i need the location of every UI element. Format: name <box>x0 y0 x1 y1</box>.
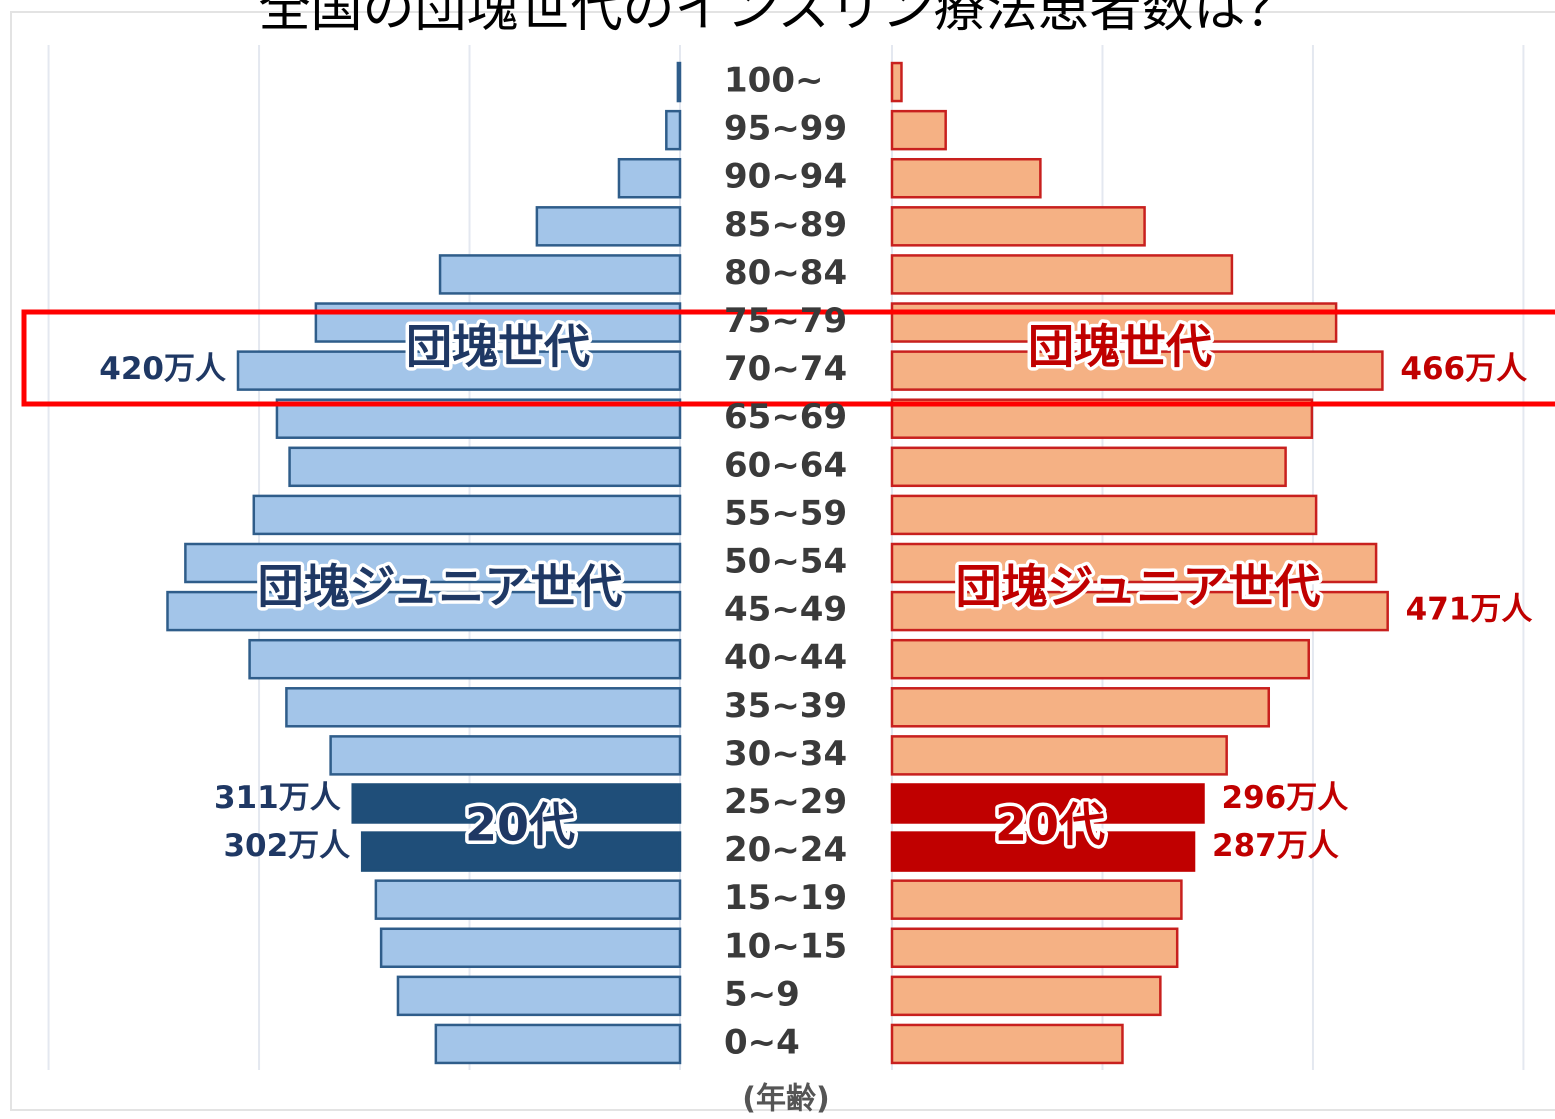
bar <box>535 206 682 247</box>
bar <box>890 494 1318 536</box>
bar <box>890 446 1287 488</box>
category-label: 50~54 <box>724 542 847 582</box>
bar <box>890 350 1384 391</box>
bar <box>676 61 682 103</box>
bar <box>890 542 1378 584</box>
category-label: 0~4 <box>724 1022 800 1062</box>
value-label: 296万人 <box>1222 780 1349 816</box>
bars <box>166 61 1389 1065</box>
bar <box>890 927 1179 969</box>
bar <box>890 735 1228 776</box>
bar <box>166 590 682 632</box>
value-label: 287万人 <box>1212 828 1339 864</box>
value-label: 471万人 <box>1406 592 1533 628</box>
value-label: 311万人 <box>214 780 341 816</box>
category-label: 100~ <box>724 61 823 101</box>
bar <box>890 61 903 103</box>
value-label: 302万人 <box>223 828 350 864</box>
x-axis-label: (年齢) <box>742 1082 829 1117</box>
annotation: 団塊世代 <box>1028 320 1212 374</box>
bar <box>374 879 682 920</box>
category-label: 20~24 <box>724 830 847 870</box>
bar <box>329 735 682 776</box>
bar <box>890 879 1183 920</box>
bar <box>248 638 682 680</box>
bar <box>288 446 682 488</box>
bar <box>890 687 1271 728</box>
category-label: 75~79 <box>724 301 847 341</box>
category-label: 55~59 <box>724 493 847 533</box>
bar <box>890 783 1205 824</box>
category-label: 30~34 <box>724 734 847 774</box>
category-label: 15~19 <box>724 878 847 918</box>
bar <box>890 638 1310 680</box>
annotation: 団塊ジュニア世代 <box>956 560 1321 614</box>
category-label: 35~39 <box>724 686 847 726</box>
category-label: 95~99 <box>724 109 847 149</box>
bar <box>890 975 1162 1017</box>
bar <box>184 542 682 584</box>
bar <box>665 109 682 151</box>
category-label: 65~69 <box>724 397 847 437</box>
category-label: 25~29 <box>724 782 847 822</box>
bar <box>285 687 682 728</box>
bar <box>890 1023 1124 1065</box>
bar <box>890 157 1042 199</box>
value-label: 420万人 <box>99 351 226 387</box>
annotation: 団塊ジュニア世代 <box>258 560 623 614</box>
category-label: 80~84 <box>724 253 847 293</box>
bar <box>890 109 947 151</box>
highlight-box <box>21 309 1555 407</box>
category-label: 5~9 <box>724 974 800 1014</box>
category-label: 45~49 <box>724 590 847 630</box>
bar <box>236 350 682 391</box>
annotation: 20代 <box>995 798 1105 852</box>
bar <box>379 927 682 969</box>
category-label: 85~89 <box>724 205 847 245</box>
bar <box>438 254 682 295</box>
bar <box>360 831 682 872</box>
bar <box>252 494 682 536</box>
category-label: 40~44 <box>724 638 847 678</box>
bar <box>890 831 1196 872</box>
chart-title: 全国の団塊世代のインスリン療法患者数は？ <box>259 0 1298 39</box>
category-label: 90~94 <box>724 157 847 197</box>
bar <box>890 254 1234 295</box>
bar <box>617 157 682 199</box>
bar <box>434 1023 682 1065</box>
plot-frame <box>10 11 1555 1111</box>
bar <box>890 206 1146 247</box>
bar <box>890 590 1389 632</box>
annotation: 20代 <box>465 798 575 852</box>
bar <box>351 783 682 824</box>
category-label: 70~74 <box>724 349 847 389</box>
category-label: 60~64 <box>724 445 847 485</box>
annotation: 団塊世代 <box>406 320 590 374</box>
category-label: 10~15 <box>724 926 847 966</box>
value-label: 466万人 <box>1400 351 1527 387</box>
bar <box>396 975 682 1017</box>
